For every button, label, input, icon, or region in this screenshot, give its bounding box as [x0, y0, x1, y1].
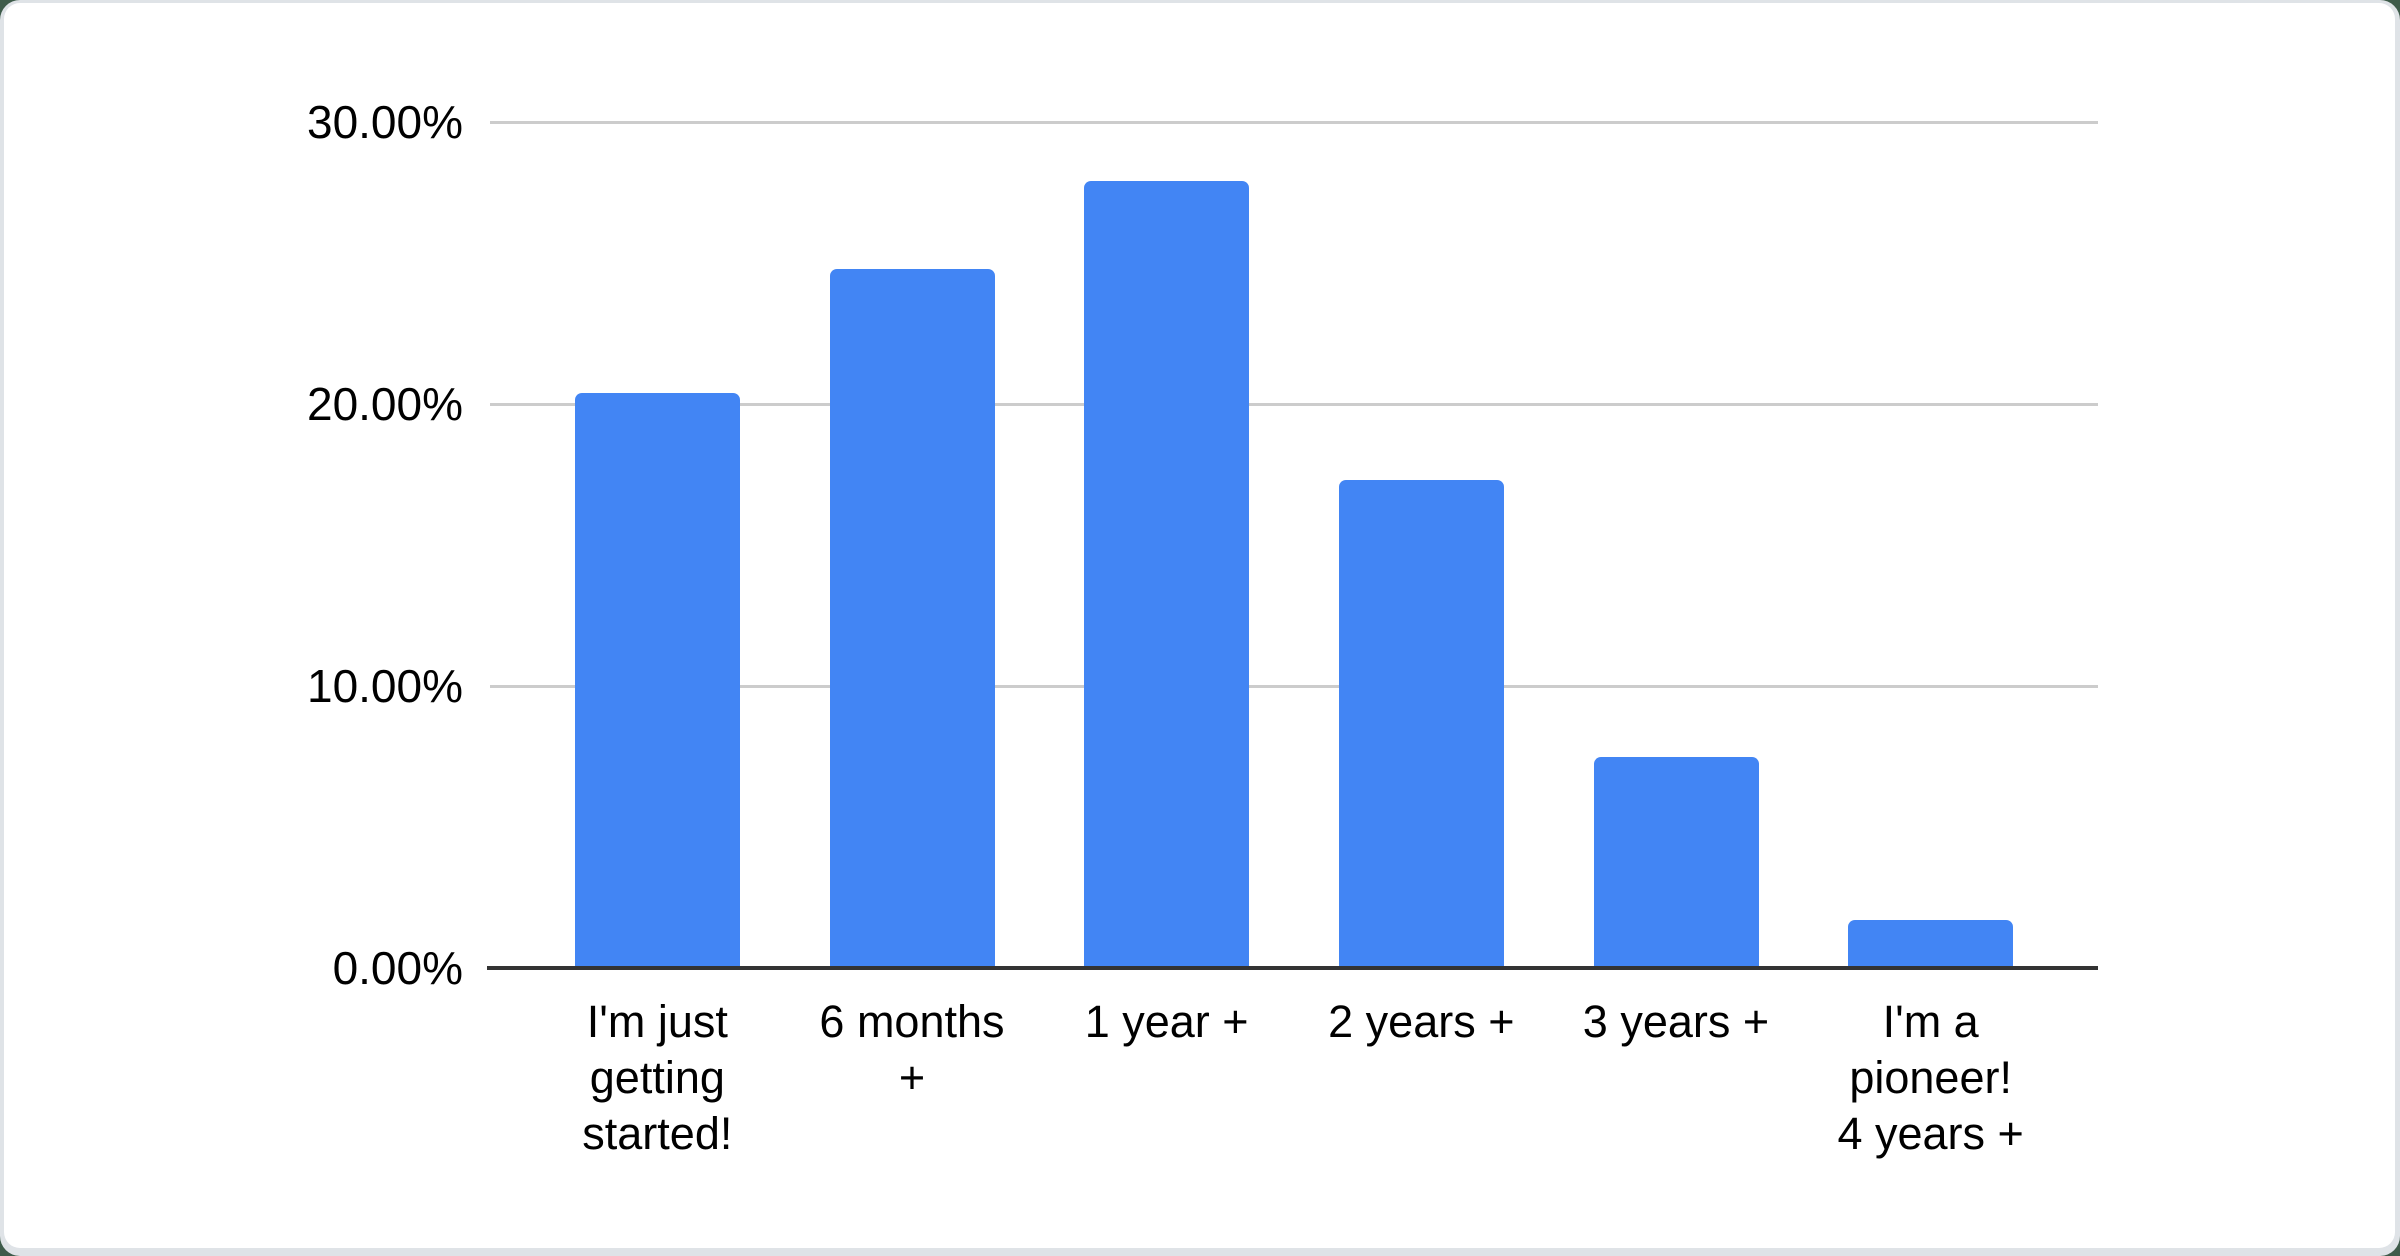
x-axis-label: 1 year + [1039, 994, 1294, 1050]
x-axis-label-line: I'm just [586, 996, 728, 1047]
x-axis-label: 3 years + [1549, 994, 1804, 1050]
x-axis-label-line: I'm a [1882, 996, 1979, 1047]
x-axis-label-line: + [898, 1052, 926, 1103]
x-axis-label: 6 months + [785, 994, 1040, 1106]
gridline [490, 120, 2098, 124]
x-axis-label-line: 1 year + [1084, 996, 1249, 1047]
y-axis-tick-label: 30.00% [306, 96, 463, 148]
x-axis-label-line: pioneer! [1849, 1052, 2012, 1103]
x-axis-label-line: 2 years + [1328, 996, 1515, 1047]
gridline [490, 402, 2098, 406]
y-axis-tick-label: 10.00% [306, 660, 463, 712]
x-axis-label: I'm just getting started! [530, 994, 785, 1162]
x-axis-line [487, 966, 2098, 970]
bar-4[interactable] [1338, 480, 1504, 968]
x-axis-label-line: 3 years + [1582, 996, 1770, 1047]
x-axis-label-line: started! [582, 1108, 733, 1159]
gridline [490, 684, 2098, 688]
bar-6[interactable] [1848, 920, 2014, 968]
x-axis-label-line: 4 years + [1837, 1108, 2024, 1159]
bar-1[interactable] [574, 392, 740, 968]
bar-5[interactable] [1593, 756, 1759, 968]
x-axis-label: I'm a pioneer! 4 years + [1803, 994, 2058, 1162]
x-axis-label-line: getting [589, 1052, 725, 1103]
bar-2[interactable] [829, 268, 995, 968]
bar-3[interactable] [1084, 181, 1250, 968]
x-axis-label: 2 years + [1294, 994, 1549, 1050]
x-axis-label-line: 6 months [819, 996, 1005, 1047]
y-axis-tick-label: 20.00% [306, 378, 463, 430]
y-axis-tick-label: 0.00% [332, 942, 463, 994]
